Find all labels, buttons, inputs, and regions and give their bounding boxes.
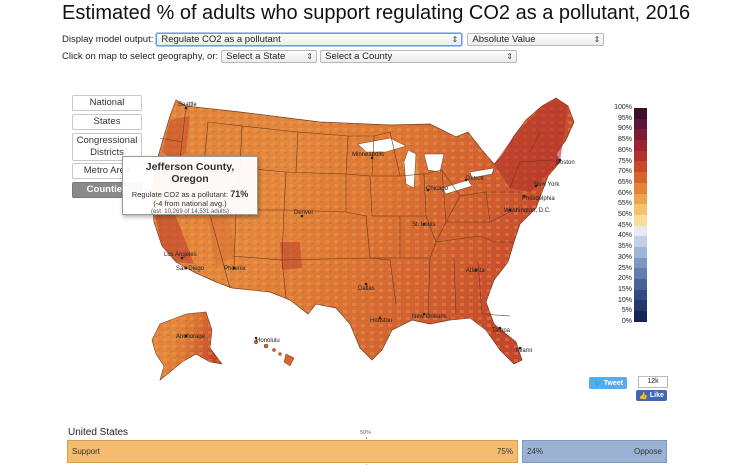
legend-label: 15%: [617, 285, 632, 293]
city-label-anchorage: Anchorage: [176, 334, 206, 340]
states-button[interactable]: States: [72, 114, 142, 130]
oppose-bar: 24% Oppose: [522, 440, 667, 463]
page-title: Estimated % of adults who support regula…: [62, 2, 691, 24]
summary-title: United States: [68, 427, 129, 438]
legend-swatch: [634, 150, 647, 162]
city-label-boston: Boston: [556, 160, 575, 166]
county-select[interactable]: Select a County: [320, 50, 518, 63]
city-label-tampa: Tampa: [492, 328, 511, 334]
like-label: Like: [649, 392, 664, 399]
legend-swatch: [634, 279, 647, 290]
legend-label: 10%: [617, 296, 632, 304]
display-label: Display model output:: [62, 34, 154, 45]
legend-label: 85%: [617, 136, 632, 144]
support-bar: Support 75%: [67, 440, 518, 463]
legend-label: 50%: [617, 211, 632, 218]
tooltip-title: Jefferson County, Oregon: [145, 161, 235, 185]
city-label-honolulu: Honolulu: [256, 338, 280, 344]
city-label-houston: Houston: [370, 318, 392, 324]
city-label-dallas: Dallas: [358, 286, 375, 292]
legend-swatch: [634, 311, 647, 322]
half-marker-label: 50%: [360, 430, 372, 436]
legend-swatch: [634, 257, 647, 269]
legend-label: 95%: [617, 114, 632, 122]
geo-controls: Click on map to select geography, or: Se…: [62, 50, 518, 63]
county-tooltip: Jefferson County, Oregon Regulate CO2 as…: [122, 156, 258, 215]
legend-label: 90%: [617, 125, 632, 133]
city-label-san-diego: San Diego: [176, 266, 205, 272]
legend-label: 40%: [617, 232, 632, 240]
tooltip-value: 71%: [230, 189, 249, 199]
legend-label: 0%: [621, 318, 632, 325]
legend-swatch: [634, 246, 647, 258]
city-label-seattle: Seattle: [178, 102, 197, 108]
like-widget: 12k 👍 Like: [636, 376, 668, 401]
legend-label: 25%: [617, 264, 632, 272]
click-label: Click on map to select geography, or:: [62, 51, 219, 62]
legend-label: 35%: [617, 243, 632, 251]
display-controls: Display model output: Regulate CO2 as a …: [62, 33, 605, 46]
legend-label: 45%: [617, 221, 632, 229]
legend-swatch: [634, 140, 647, 151]
oppose-value: 24%: [527, 447, 544, 456]
tooltip-diff: (-4 from national avg.): [153, 199, 227, 208]
city-label-chicago: Chicago: [426, 186, 449, 192]
legend-color-bar: [634, 108, 647, 322]
tooltip-value-line: Regulate CO2 as a pollutant: 71%: [131, 189, 249, 200]
city-label-detroit: Detroit: [466, 176, 484, 182]
legend-label: 80%: [617, 146, 632, 154]
tooltip-label: Regulate CO2 as a pollutant:: [131, 190, 229, 199]
value-type-select[interactable]: Absolute Value: [467, 33, 605, 46]
legend-swatch: [634, 204, 647, 215]
output-select[interactable]: Regulate CO2 as a pollutant: [156, 33, 463, 46]
legend-swatch: [634, 172, 647, 183]
like-button[interactable]: 👍 Like: [636, 390, 667, 401]
city-label-new-york: New York: [534, 182, 560, 188]
legend-swatch: [634, 108, 647, 119]
city-label-washington-dc: Washington, D.C.: [504, 208, 551, 214]
legend-label: 55%: [617, 200, 632, 208]
support-value: 75%: [496, 447, 513, 456]
support-label: Support: [72, 447, 101, 456]
city-label-new-orleans: New Orleans: [412, 314, 447, 320]
state-select[interactable]: Select a State: [221, 50, 318, 63]
legend-swatch: [634, 300, 647, 312]
legend-label: 5%: [621, 307, 632, 315]
oppose-label: Oppose: [633, 447, 662, 456]
city-label-los-angeles: Los Angeles: [164, 252, 197, 258]
legend-swatch: [634, 118, 647, 130]
city-label-phoenix: Phoenix: [224, 266, 246, 272]
legend-label: 70%: [617, 168, 632, 176]
city-label-st-louis: St. Louis: [412, 222, 435, 228]
national-button[interactable]: National: [72, 95, 142, 111]
city-label-atlanta: Atlanta: [466, 268, 485, 274]
city-label-minneapolis: Minneapolis: [352, 152, 384, 158]
tooltip-estimate: (est. 10,269 of 14,531 adults): [150, 209, 230, 215]
legend-swatch: [634, 225, 647, 237]
legend-swatch: [634, 161, 647, 173]
city-label-miami: Miami: [516, 348, 532, 354]
tweet-button[interactable]: 🐦 Tweet: [589, 377, 627, 389]
thumbs-up-icon: 👍: [639, 392, 648, 400]
legend-label: 60%: [617, 189, 632, 197]
bird-icon: 🐦: [592, 380, 602, 387]
city-label-denver: Denver: [294, 210, 313, 216]
legend-label: 30%: [617, 253, 632, 261]
tweet-label: Tweet: [603, 379, 624, 387]
legend-swatch: [634, 268, 647, 279]
hawaii: [253, 339, 295, 367]
city-label-philadelphia: Philadelphia: [522, 196, 555, 202]
legend-swatch: [634, 193, 647, 205]
legend-swatch: [634, 289, 647, 301]
like-count: 12k: [638, 376, 668, 388]
legend-swatch: [634, 182, 647, 194]
legend-swatch: [634, 236, 647, 247]
legend-label: 100%: [614, 104, 632, 111]
legend-swatch: [634, 129, 647, 141]
legend-swatch: [634, 214, 647, 226]
legend-label: 75%: [617, 157, 632, 165]
legend-label: 65%: [617, 178, 632, 186]
legend-label: 20%: [617, 275, 632, 283]
us-county-map[interactable]: Seattle Minneapolis Boston Detroit Chica…: [90, 92, 610, 392]
